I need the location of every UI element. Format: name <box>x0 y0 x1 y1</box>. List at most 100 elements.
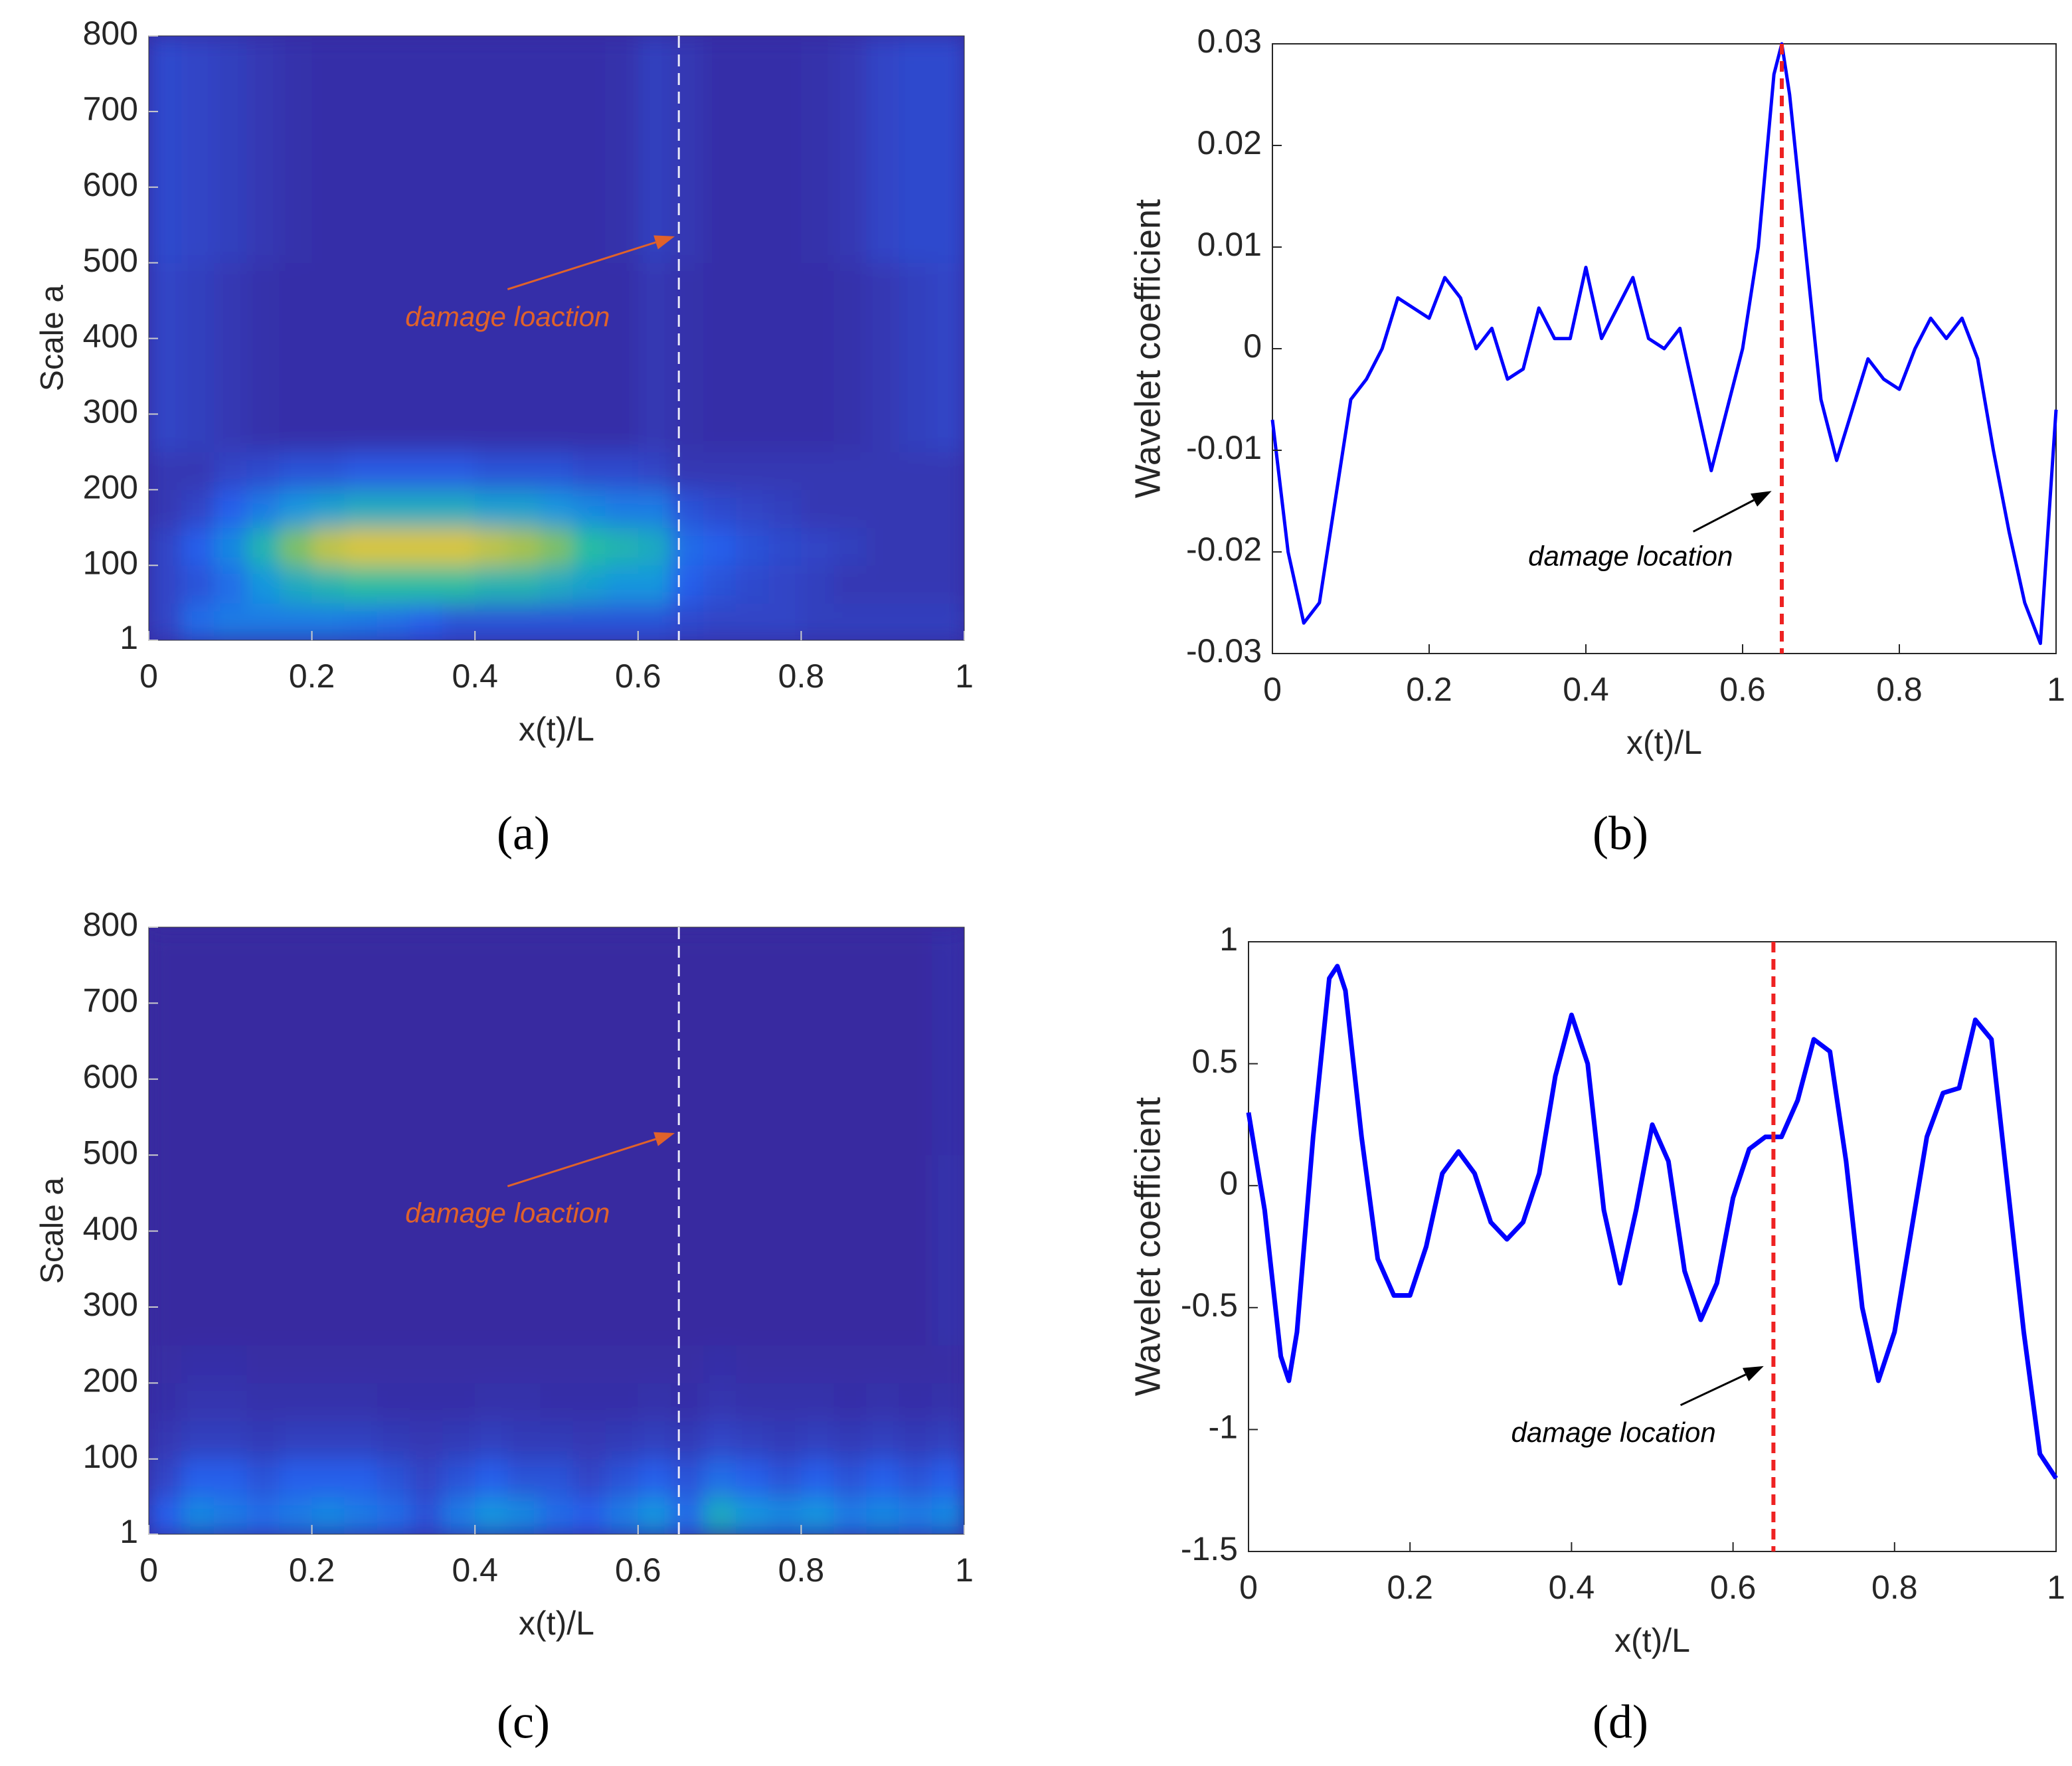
heatmap-cell <box>833 1155 867 1346</box>
heatmap-cell <box>768 36 802 264</box>
x-tick-label: 0.4 <box>452 1551 498 1589</box>
data-line <box>1270 42 2058 646</box>
heatmap-cell <box>605 603 639 640</box>
heatmap-cell <box>833 565 867 604</box>
heatmap-cell <box>833 1458 867 1498</box>
heatmap-cell <box>833 527 867 566</box>
heatmap-cell <box>899 927 932 1156</box>
heatmap-cell <box>833 1383 867 1422</box>
heatmap-cell <box>149 262 182 452</box>
y-tick-label: -0.02 <box>1186 531 1262 568</box>
arrow-head <box>1750 491 1772 507</box>
heatmap-cell <box>670 1421 704 1460</box>
heatmap-cell <box>149 927 182 1156</box>
heatmap-cell <box>442 452 475 490</box>
heatmap-cell <box>540 36 574 264</box>
y-axis-label: Wavelet coefficient <box>1128 1097 1167 1396</box>
heatmap-cell <box>181 1421 215 1460</box>
heatmap-cell <box>475 1421 508 1460</box>
heatmap-cell <box>409 603 443 640</box>
heatmap-cell <box>507 1345 541 1383</box>
annotation-arrow <box>507 1138 656 1188</box>
heatmap-cell <box>801 452 835 490</box>
y-tick-label: 500 <box>83 1134 138 1171</box>
heatmap-cell <box>377 565 410 604</box>
heatmap-cell <box>214 603 247 640</box>
heatmap-cell <box>377 489 410 528</box>
heatmap-cell <box>279 489 313 528</box>
heatmap-cell <box>703 1421 736 1460</box>
heatmap-cell <box>899 527 932 566</box>
heatmap-cell <box>736 1345 769 1383</box>
heatmap-cell <box>377 452 410 490</box>
x-tick-label: 0 <box>139 1551 158 1589</box>
y-tick-label: 700 <box>83 90 138 128</box>
heatmap-clip <box>149 36 964 640</box>
y-tick-label: 0 <box>1219 1164 1238 1201</box>
heatmap-cell <box>866 1383 900 1422</box>
heatmap-cell <box>638 452 671 490</box>
panel-label: (a) <box>497 807 550 860</box>
heatmap-cell <box>703 1458 736 1498</box>
heatmap-cell <box>638 603 671 640</box>
heatmap-cell <box>736 489 769 528</box>
heatmap-cell <box>670 527 704 566</box>
heatmap-cell <box>311 36 345 264</box>
arrow-head <box>653 1132 675 1146</box>
arrow-head <box>653 235 675 250</box>
heatmap-cell <box>703 1383 736 1422</box>
heatmap-cell <box>377 603 410 640</box>
heatmap-cell <box>638 1155 671 1346</box>
annotation-arrow <box>1680 1373 1747 1407</box>
heatmap-cell <box>899 36 932 264</box>
heatmap-cell <box>377 36 410 264</box>
heatmap-cell <box>638 1496 671 1534</box>
heatmap-cell <box>475 1496 508 1534</box>
y-axis-label: Scale a <box>35 285 70 391</box>
heatmap-cell <box>246 527 280 566</box>
heatmap-cell <box>899 1383 932 1422</box>
heatmap-cell <box>409 1421 443 1460</box>
y-tick-label: 400 <box>83 1210 138 1247</box>
heatmap-cell <box>768 1458 802 1498</box>
x-tick-label: 0.8 <box>778 658 825 695</box>
heatmap-cell <box>377 1155 410 1346</box>
heatmap-cell <box>605 452 639 490</box>
heatmap-cell <box>605 1155 639 1346</box>
heatmap-cell <box>311 1383 345 1422</box>
heatmap-cell <box>931 1458 964 1498</box>
heatmap-cell <box>736 262 769 452</box>
heatmap-cell <box>866 1345 900 1383</box>
heatmap-cell <box>931 262 964 452</box>
heatmap-cell <box>507 36 541 264</box>
heatmap-cell <box>214 565 247 604</box>
heatmap-cell <box>736 1496 769 1534</box>
heatmap-cell <box>475 452 508 490</box>
y-tick-label: -1.5 <box>1181 1530 1238 1567</box>
heatmap-cell <box>833 36 867 264</box>
heatmap-cell <box>409 36 443 264</box>
heatmap-cell <box>442 527 475 566</box>
heatmap-cell <box>409 1458 443 1498</box>
x-tick-label: 1 <box>2047 1569 2065 1606</box>
heatmap-cell <box>181 36 215 264</box>
annotation-arrow <box>507 241 656 290</box>
x-tick-label: 0.8 <box>1871 1569 1918 1606</box>
heatmap-cell <box>214 1383 247 1422</box>
y-tick-label: 0.5 <box>1191 1043 1238 1080</box>
x-tick-label: 0.6 <box>615 1551 661 1589</box>
annotation-arrow <box>1692 499 1755 533</box>
heatmap-cell <box>475 1345 508 1383</box>
heatmap-cell <box>344 1155 378 1346</box>
x-tick-label: 0 <box>139 658 158 695</box>
heatmap-cell <box>181 565 215 604</box>
heatmap-cell <box>768 527 802 566</box>
x-tick-label: 0.2 <box>289 1551 335 1589</box>
heatmap-cell <box>931 452 964 490</box>
heatmap-cell <box>311 927 345 1156</box>
heatmap-cell <box>279 1496 313 1534</box>
heatmap-cell <box>540 603 574 640</box>
heatmap-cell <box>768 1421 802 1460</box>
heatmap-cell <box>801 1345 835 1383</box>
heatmap-cell <box>670 1496 704 1534</box>
